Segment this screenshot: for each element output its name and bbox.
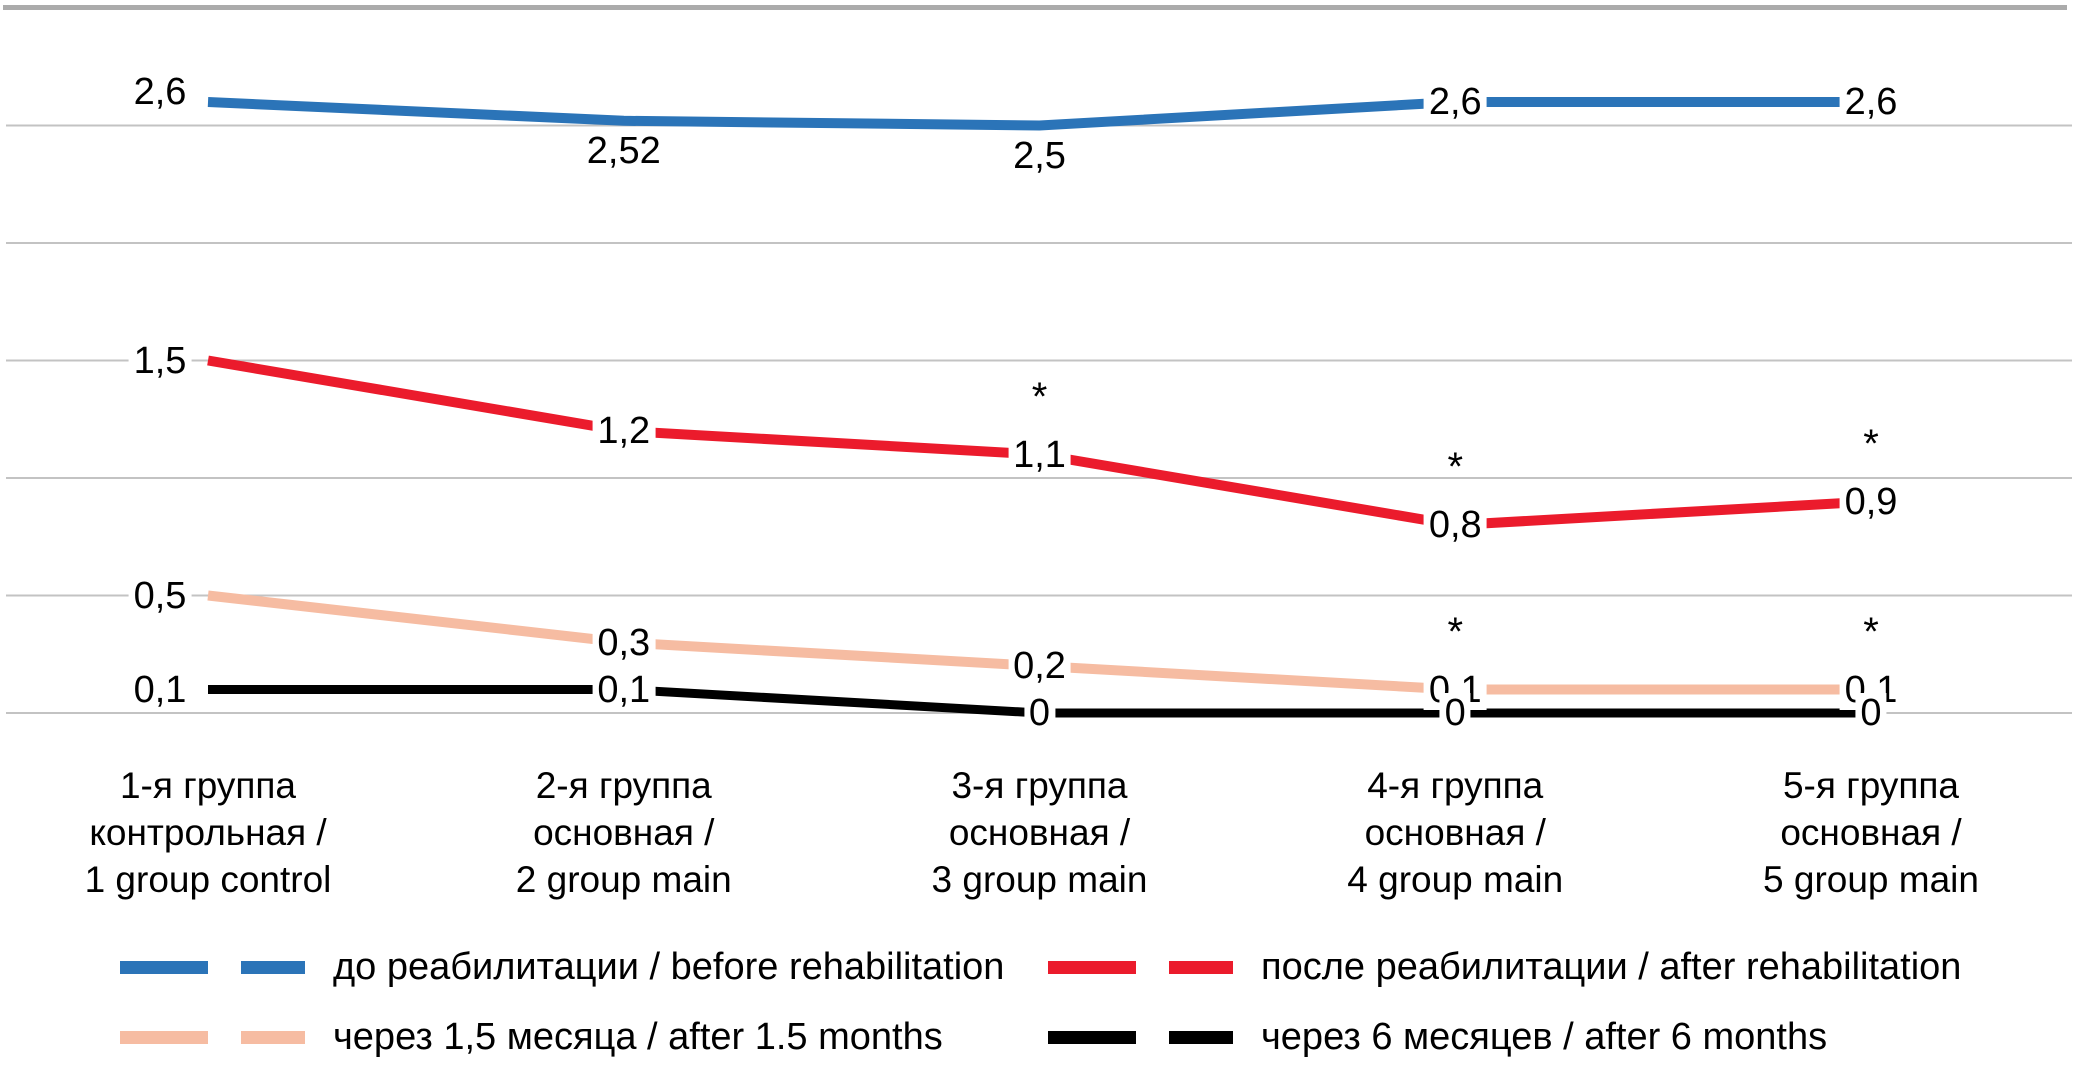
data-label: 2,6	[128, 72, 192, 112]
legend-dash	[1048, 961, 1136, 975]
category-label-line: контрольная /	[89, 812, 327, 853]
category-label-line: 3 group main	[931, 859, 1148, 900]
legend-dash	[1169, 961, 1233, 975]
series-line-1	[207, 97, 1871, 131]
legend-dash	[120, 1031, 208, 1045]
legend-dash	[1048, 1031, 1136, 1045]
legend-label: через 6 месяцев / after 6 months	[1261, 1016, 1828, 1058]
category-label-line: основная /	[1780, 812, 1962, 853]
data-label: 0,5	[128, 575, 192, 616]
legend-item: через 6 месяцев / after 6 months	[1048, 1016, 1828, 1059]
category-label-line: 3-я группа	[951, 765, 1128, 806]
category-label: 1-я группа контрольная / 1 group control	[0, 762, 423, 903]
data-label: 2,6	[1839, 82, 1903, 122]
category-label-line: 2-я группа	[535, 765, 712, 806]
legend-label: через 1,5 месяца / after 1.5 months	[333, 1016, 943, 1058]
significance-asterisk: *	[1031, 374, 1048, 419]
data-label: 2,5	[1008, 135, 1071, 176]
legend-dash	[241, 1031, 305, 1045]
data-label: 2,6	[1423, 82, 1487, 122]
category-label-line: основная /	[1364, 812, 1546, 853]
top-border-gridline	[3, 5, 2067, 10]
data-labels-layer: 2,6 2,52 2,5 2,6 2,6 1,5 1,2 1,1 * 0,8 * 0,9 * 0,5 0,3…	[128, 72, 1903, 733]
category-label: 2-я группа основная / 2 group main	[409, 762, 839, 903]
legend-dash	[120, 961, 208, 975]
significance-asterisk: *	[1447, 445, 1464, 489]
legend-item: до реабилитации / before rehabilitation	[120, 946, 1005, 989]
data-label: 0,3	[592, 622, 656, 663]
data-label: 0	[1439, 693, 1471, 733]
legend-label: до реабилитации / before rehabilitation	[333, 946, 1005, 988]
data-label: 0,1	[128, 669, 192, 710]
legend-dash	[241, 961, 305, 975]
data-label: 0	[1855, 693, 1887, 733]
category-label-line: 1 group control	[84, 859, 332, 900]
data-label: 0,9	[1839, 481, 1903, 522]
category-label-line: 5 group main	[1763, 859, 1979, 900]
legend-dash	[1169, 1031, 1233, 1045]
data-label: 0	[1023, 693, 1056, 733]
category-label-line: 4 group main	[1347, 859, 1564, 900]
legend-swatch	[120, 1031, 305, 1045]
significance-asterisk: *	[1447, 609, 1464, 654]
category-label-line: основная /	[533, 812, 715, 853]
category-label: 3-я группа основная / 3 group main	[825, 762, 1255, 903]
category-label-line: 5-я группа	[1782, 765, 1960, 806]
category-label-line: 2 group main	[515, 859, 732, 900]
legend-item: после реабилитации / after rehabilitatio…	[1048, 946, 1962, 989]
category-label: 5-я группа основная / 5 group main	[1656, 762, 2079, 903]
category-label: 4-я группа основная / 4 group main	[1240, 762, 1670, 903]
data-label: 0,8	[1423, 505, 1487, 545]
data-label: 0,2	[1008, 646, 1071, 686]
data-label: 2,52	[581, 130, 666, 171]
legend-item: через 1,5 месяца / after 1.5 months	[120, 1016, 943, 1059]
data-label: 0,1	[592, 669, 656, 710]
category-label-line: 1-я группа	[119, 765, 297, 806]
data-label: 1,5	[128, 340, 192, 381]
category-label-line: 4-я группа	[1367, 765, 1544, 806]
legend-swatch	[1048, 1031, 1233, 1045]
significance-asterisk: *	[1863, 421, 1879, 466]
data-label: 1,1	[1008, 434, 1071, 475]
legend-swatch	[1048, 961, 1233, 975]
significance-asterisk: *	[1863, 609, 1879, 654]
data-label: 1,2	[592, 411, 656, 451]
legend-label: после реабилитации / after rehabilitatio…	[1261, 946, 1962, 988]
category-label-line: основная /	[948, 812, 1131, 853]
legend-swatch	[120, 961, 305, 975]
